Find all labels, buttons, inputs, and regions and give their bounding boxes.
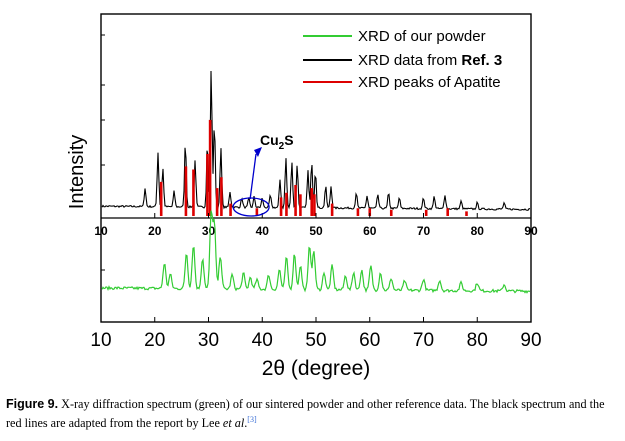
caption-period: . bbox=[244, 416, 248, 431]
y-axis-label: Intensity bbox=[66, 135, 88, 209]
x-axis-label: 2θ (degree) bbox=[262, 357, 371, 380]
upper-x-tick-label: 80 bbox=[471, 224, 485, 238]
upper-x-tick-label: 40 bbox=[256, 224, 270, 238]
upper-x-tick-label: 90 bbox=[524, 224, 538, 238]
apatite-peak-stick bbox=[285, 192, 288, 216]
apatite-peak-stick bbox=[215, 188, 219, 216]
apatite-peak-stick bbox=[356, 208, 360, 216]
x-tick-label: 40 bbox=[252, 330, 273, 351]
apatite-peak-stick bbox=[330, 203, 334, 216]
upper-x-tick-label: 10 bbox=[94, 224, 108, 238]
legend-label: XRD peaks of Apatite bbox=[358, 74, 501, 91]
legend-label: XRD data from Ref. 3 bbox=[358, 52, 502, 69]
apatite-peak-stick bbox=[465, 211, 468, 216]
apatite-peak-stick bbox=[192, 169, 195, 216]
upper-x-tick-label: 60 bbox=[363, 224, 377, 238]
xrd-chart: 10 20 30 40 50 60 70 80 90 10 20 30 40 50 60 70 80 90 2θ (… bbox=[66, 13, 542, 380]
cu2s-highlight-ellipse bbox=[232, 197, 270, 217]
apatite-peak-stick bbox=[424, 209, 428, 216]
apatite-peak-stick bbox=[229, 203, 232, 216]
series-line-ref3 bbox=[101, 70, 530, 211]
figure-caption: Figure 9. X-ray diffraction spectrum (gr… bbox=[6, 397, 618, 431]
x-tick-label: 60 bbox=[359, 330, 380, 351]
apatite-peak-stick bbox=[389, 209, 393, 216]
x-tick-label: 90 bbox=[520, 330, 541, 351]
upper-x-tick-label: 70 bbox=[417, 224, 431, 238]
upper-x-tick-label: 50 bbox=[309, 224, 323, 238]
apatite-peak-stick bbox=[184, 166, 188, 216]
series-line-our-powder bbox=[101, 210, 531, 294]
x-tick-label: 80 bbox=[467, 330, 488, 351]
apatite-peak-stick bbox=[313, 194, 316, 216]
x-tick-label: 70 bbox=[413, 330, 434, 351]
apatite-peak-stick bbox=[368, 208, 372, 216]
apatite-peak-stick bbox=[446, 208, 449, 216]
x-tick-label: 30 bbox=[198, 330, 219, 351]
apatite-peak-stick bbox=[279, 197, 283, 216]
apatite-peak-stick bbox=[206, 154, 209, 216]
upper-x-tick-label: 30 bbox=[202, 224, 216, 238]
cu2s-arrow bbox=[249, 153, 257, 200]
x-tick-label: 20 bbox=[144, 330, 165, 351]
apatite-peak-stick bbox=[208, 119, 212, 216]
apatite-peak-stick bbox=[255, 208, 259, 216]
cu2s-arrowhead bbox=[254, 147, 262, 157]
caption-text: X-ray diffraction spectrum (green) of ou… bbox=[6, 397, 605, 431]
upper-x-tick-label: 20 bbox=[148, 224, 162, 238]
apatite-peak-stick bbox=[294, 185, 297, 216]
cu2s-annotation-label: Cu2S bbox=[260, 132, 294, 152]
x-tick-label: 50 bbox=[305, 330, 326, 351]
x-tick-label: 10 bbox=[90, 330, 111, 351]
legend-label: XRD of our powder bbox=[358, 28, 486, 45]
apatite-peak-stick bbox=[299, 194, 302, 216]
caption-reference: [3] bbox=[247, 415, 257, 424]
apatite-peak-stick bbox=[159, 181, 163, 216]
caption-et-al: et al bbox=[222, 416, 245, 431]
apatite-peak-stick bbox=[310, 188, 313, 216]
figure-label: Figure 9. bbox=[6, 397, 59, 411]
apatite-peak-stick bbox=[220, 177, 223, 216]
